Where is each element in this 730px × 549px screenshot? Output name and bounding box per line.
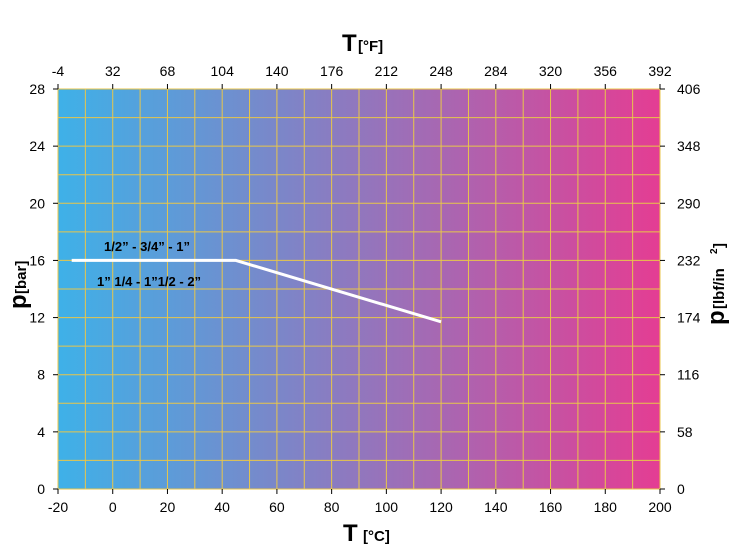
bottom-tick-label: 80 — [324, 499, 340, 515]
top-tick-label: 32 — [105, 63, 121, 79]
bottom-axis-title-main: T — [343, 520, 358, 547]
top-tick-label: 140 — [265, 63, 289, 79]
bottom-tick-label: 180 — [594, 499, 618, 515]
top-tick-label: 320 — [539, 63, 563, 79]
bottom-tick-label: 200 — [648, 499, 672, 515]
bottom-tick-label: -20 — [48, 499, 68, 515]
right-axis-title-superscript: 2 — [709, 248, 720, 254]
right-tick-label: 406 — [677, 81, 701, 97]
right-tick-label: 0 — [677, 481, 685, 497]
right-axis-title-unit: [lbf/in — [711, 268, 728, 309]
top-tick-label: 392 — [648, 63, 672, 79]
top-tick-label: 248 — [429, 63, 453, 79]
left-axis-title-unit: [bar] — [13, 261, 30, 294]
top-tick-label: -4 — [52, 63, 65, 79]
bottom-tick-label: 160 — [539, 499, 563, 515]
left-axis-title: p [bar] — [5, 261, 32, 309]
right-tick-label: 290 — [677, 195, 701, 211]
right-tick-label: 174 — [677, 310, 701, 326]
grid — [57, 88, 661, 490]
bottom-tick-label: 120 — [429, 499, 453, 515]
top-tick-label: 356 — [594, 63, 618, 79]
bottom-tick-label: 100 — [375, 499, 399, 515]
left-tick-label: 8 — [37, 367, 45, 383]
bottom-tick-label: 140 — [484, 499, 508, 515]
right-tick-label: 58 — [677, 424, 693, 440]
pressure-rating-line — [71, 258, 442, 324]
bottom-tick-label: 60 — [269, 499, 285, 515]
bottom-axis-title-unit: [°C] — [363, 528, 390, 545]
left-tick-label: 0 — [37, 481, 45, 497]
right-axis-title-bracket: ] — [711, 243, 728, 248]
top-axis-title-unit: [°F] — [358, 38, 383, 55]
left-tick-label: 24 — [29, 138, 45, 154]
series-annotation-large-sizes: 1” 1/4 - 1”1/2 - 2” — [97, 274, 201, 289]
top-tick-label: 176 — [320, 63, 344, 79]
top-tick-label: 284 — [484, 63, 508, 79]
top-tick-label: 212 — [375, 63, 399, 79]
top-tick-label: 104 — [211, 63, 235, 79]
bottom-tick-label: 0 — [109, 499, 117, 515]
right-axis-title-main: p — [703, 310, 730, 325]
right-tick-label: 116 — [677, 367, 700, 383]
right-tick-label: 232 — [677, 252, 701, 268]
axis-ticks: -20 0 20 40 60 80 100 120 140 160 180 200-4 32 68 104 1… — [29, 63, 700, 515]
left-tick-label: 4 — [37, 424, 45, 440]
series-annotation-small-sizes: 1/2” - 3/4” - 1” — [104, 239, 190, 254]
right-axis-title: p [lbf/in 2 ] — [703, 243, 730, 325]
left-tick-label: 16 — [29, 252, 45, 268]
bottom-tick-label: 20 — [160, 499, 176, 515]
series-lines — [71, 258, 442, 324]
top-axis-title-main: T — [342, 30, 357, 57]
left-tick-label: 20 — [29, 195, 45, 211]
left-axis-title-main: p — [5, 294, 32, 309]
right-tick-label: 348 — [677, 138, 701, 154]
bottom-tick-label: 40 — [214, 499, 230, 515]
left-tick-label: 28 — [29, 81, 45, 97]
top-tick-label: 68 — [160, 63, 176, 79]
left-tick-label: 12 — [29, 310, 45, 326]
